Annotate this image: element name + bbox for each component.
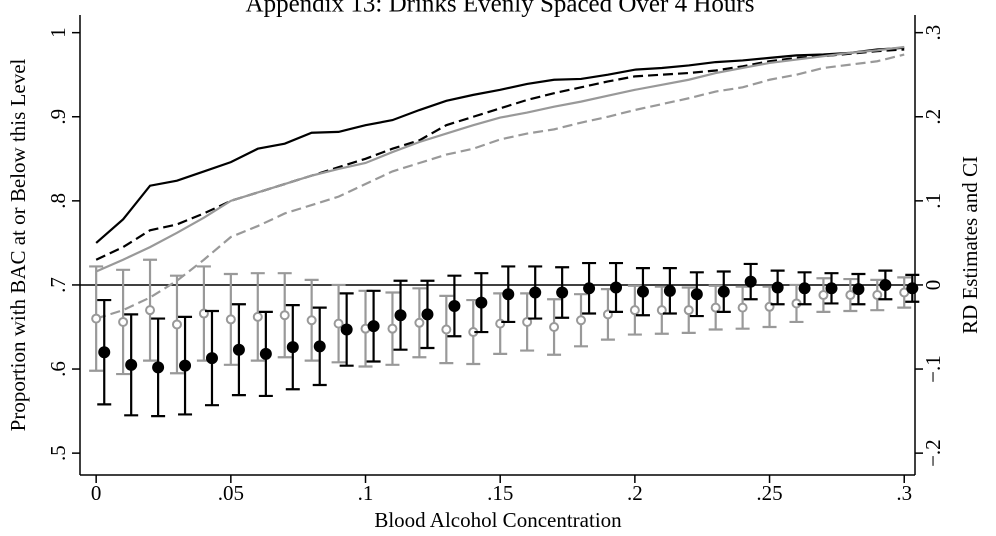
point [91,313,102,324]
point [306,315,317,326]
y2-axis-title: RD Estimates and CI [958,156,982,334]
point [636,285,649,298]
point [98,346,111,359]
point [522,316,533,327]
point [394,309,407,322]
point [475,296,488,309]
point [340,323,353,336]
y-tick-label: .9 [46,109,70,125]
x-tick-label: .1 [358,481,374,505]
point [125,358,138,371]
line-series [95,53,905,320]
point [145,305,156,316]
point [495,318,506,329]
y2-tick-label: −.1 [921,355,945,383]
chart-title: Appendix 13: Drinks Evenly Spaced Over 4… [246,0,755,18]
y-tick-label: .7 [46,277,70,293]
point [421,308,434,321]
point [171,319,182,330]
y2-tick-label: 0 [921,280,945,291]
y-tick-label: .5 [46,445,70,461]
line-series [95,45,905,273]
y-tick-label: 1 [46,27,70,38]
y2-tick-label: .2 [921,109,945,125]
point [717,285,730,298]
point [333,318,344,329]
point [414,317,425,328]
y-axis-title: Proportion with BAC at or Below this Lev… [6,58,30,431]
x-tick-label: .2 [627,481,643,505]
point [313,340,326,353]
point [771,281,784,294]
point [387,323,398,334]
point [448,299,461,312]
point [279,310,290,321]
point [259,347,272,360]
y2-tick-label: −.2 [921,439,945,467]
point [205,352,218,365]
point [744,275,757,288]
point [556,286,569,299]
point [906,282,919,295]
line-series [95,46,905,244]
point [252,311,263,322]
point [710,302,721,313]
x-tick-label: .25 [756,481,782,505]
point [656,305,667,316]
point [441,324,452,335]
point [825,282,838,295]
point [690,288,703,301]
x-tick-label: .05 [218,481,244,505]
point [118,316,129,327]
line-series [95,48,905,261]
point [737,302,748,313]
point [852,283,865,296]
point [232,343,245,356]
point [529,286,542,299]
y-tick-label: .8 [46,193,70,209]
point [576,315,586,326]
point [879,278,892,291]
x-tick-label: 0 [91,481,102,505]
point [502,288,515,301]
point [583,282,596,295]
point [818,290,829,301]
point [610,281,623,294]
point [629,305,640,316]
y2-tick-label: .1 [921,193,945,209]
y2-tick-label: .3 [921,25,945,41]
point [845,290,856,301]
x-tick-label: .15 [487,481,513,505]
x-tick-label: .3 [896,481,912,505]
point [152,361,165,374]
point [872,290,883,301]
x-axis-title: Blood Alcohol Concentration [374,508,622,532]
point [798,282,811,295]
point [549,321,560,332]
point [225,314,236,325]
point [179,359,192,372]
point [367,320,380,333]
point [663,284,676,297]
y-tick-label: .6 [46,361,70,377]
point [286,341,299,354]
point [683,305,694,316]
